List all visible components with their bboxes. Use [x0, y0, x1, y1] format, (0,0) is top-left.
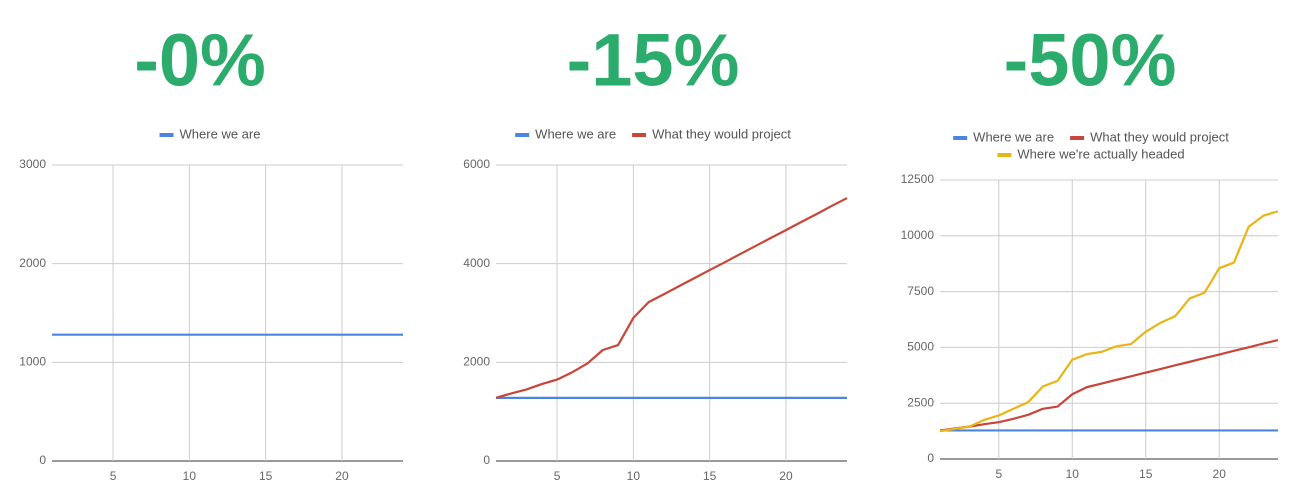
x-tick-label: 15 [259, 469, 273, 483]
series-line [939, 210, 1279, 433]
y-tick-label: 7500 [907, 284, 934, 298]
legend-item: Where we're actually headed [997, 146, 1185, 161]
x-tick-label: 10 [1066, 467, 1080, 481]
x-tick-label: 20 [335, 469, 349, 483]
x-tick-label: 10 [627, 469, 641, 483]
chart-panel: -0% 0 1000 2000 3000 5 10 15 20 Where we are [19, 19, 403, 483]
y-tick-label: 0 [483, 453, 490, 467]
y-tick-label: 2000 [19, 256, 46, 270]
y-tick-label: 0 [39, 453, 46, 467]
y-tick-label: 4000 [463, 256, 490, 270]
x-tick-label: 5 [110, 469, 117, 483]
legend-item: Where we are [159, 126, 261, 141]
legend-text: Where we are [535, 126, 616, 141]
x-tick-label: 15 [1139, 467, 1153, 481]
y-tick-label: 2500 [907, 395, 934, 409]
y-tick-label: 3000 [19, 157, 46, 171]
x-tick-label: 5 [995, 467, 1002, 481]
legend-text: Where we are [973, 129, 1054, 144]
legend-item: What they would project [632, 126, 791, 141]
y-tick-label: 1000 [19, 355, 46, 369]
legend-item: Where we are [953, 129, 1054, 144]
y-tick-label: 2000 [463, 355, 490, 369]
series-line [939, 338, 1279, 432]
y-tick-label: 6000 [463, 157, 490, 171]
legend-item: What they would project [1070, 129, 1229, 144]
y-tick-label: 0 [927, 451, 934, 465]
x-tick-label: 15 [703, 469, 717, 483]
headline: -50% [1004, 19, 1177, 102]
headline: -0% [134, 19, 266, 102]
legend-text: Where we are [180, 126, 261, 141]
x-tick-label: 10 [183, 469, 197, 483]
y-tick-label: 10000 [901, 228, 935, 242]
legend-text: Where we're actually headed [1017, 146, 1184, 161]
headline: -15% [567, 19, 740, 102]
y-tick-label: 5000 [907, 340, 934, 354]
chart-panel: -15% 0 2000 4000 6000 5 10 15 20 Where we are What… [463, 19, 848, 483]
chart-panel: -50% 0 2500 5000 7500 10000 12500 5 10 15 20 Where … [901, 19, 1279, 481]
x-tick-label: 20 [779, 469, 793, 483]
series-line [495, 197, 848, 399]
y-tick-label: 12500 [901, 172, 935, 186]
legend-text: What they would project [1090, 129, 1229, 144]
x-tick-label: 5 [554, 469, 561, 483]
legend-text: What they would project [652, 126, 791, 141]
x-tick-label: 20 [1213, 467, 1227, 481]
legend-item: Where we are [515, 126, 616, 141]
